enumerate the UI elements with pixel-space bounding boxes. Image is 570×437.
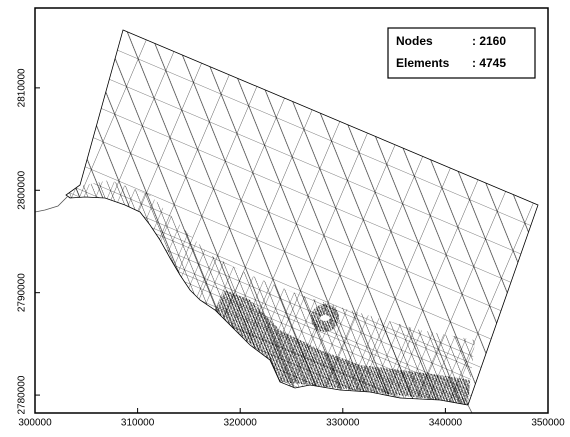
info-value: : 4745 bbox=[472, 56, 506, 70]
info-label: Nodes bbox=[396, 34, 433, 48]
info-value: : 2160 bbox=[472, 34, 506, 48]
x-tick-label: 300000 bbox=[18, 418, 52, 429]
y-tick-label: 2780000 bbox=[17, 375, 28, 414]
x-tick-label: 310000 bbox=[121, 418, 155, 429]
chart: Nodes : 2160 Elements : 4745 300000 31000… bbox=[0, 0, 570, 432]
x-tick-label: 320000 bbox=[224, 418, 258, 429]
y-tick-label: 2800000 bbox=[17, 170, 28, 209]
y-tick-label: 2810000 bbox=[17, 68, 28, 107]
coastline bbox=[35, 196, 68, 212]
x-tick-label: 350000 bbox=[531, 418, 565, 429]
info-label: Elements bbox=[396, 56, 450, 70]
x-tick-label: 340000 bbox=[429, 418, 463, 429]
x-tick-label: 330000 bbox=[326, 418, 360, 429]
coastline bbox=[468, 405, 472, 413]
y-tick-label: 2790000 bbox=[17, 273, 28, 312]
